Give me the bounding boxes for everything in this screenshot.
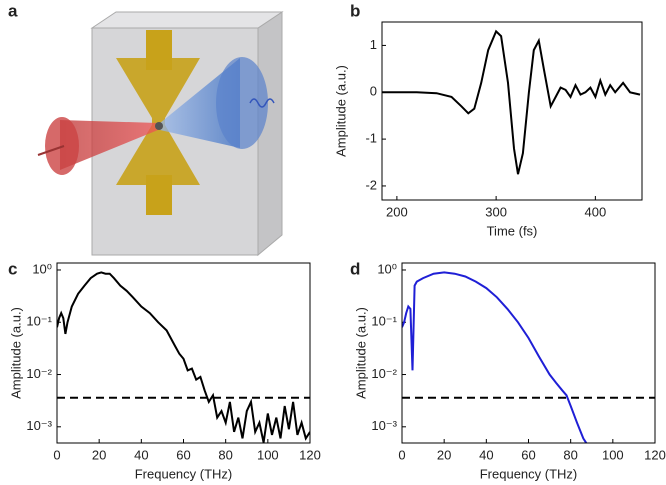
y-axis-label: Amplitude (a.u.) bbox=[333, 65, 348, 157]
y-tick-label: 10⁻³ bbox=[371, 418, 397, 433]
panel-label: d bbox=[350, 259, 360, 278]
data-line bbox=[402, 271, 588, 443]
x-tick-label: 60 bbox=[521, 447, 535, 462]
plot-frame bbox=[56, 262, 311, 444]
x-tick-label: 20 bbox=[92, 447, 106, 462]
x-axis-label: Frequency (THz) bbox=[480, 466, 578, 481]
y-tick-label: 10⁻¹ bbox=[371, 314, 397, 329]
y-tick-label: -1 bbox=[365, 131, 377, 146]
x-tick-label: 20 bbox=[437, 447, 451, 462]
panel-label: c bbox=[8, 259, 17, 278]
y-axis-label: Amplitude (a.u.) bbox=[8, 307, 23, 399]
data-line bbox=[382, 29, 641, 175]
x-tick-label: 200 bbox=[386, 204, 408, 219]
y-tick-label: 10⁻³ bbox=[26, 418, 52, 433]
plot-frame bbox=[381, 21, 643, 201]
x-tick-label: 120 bbox=[299, 447, 321, 462]
y-tick-label: -2 bbox=[365, 177, 377, 192]
y-tick-label: 10⁻¹ bbox=[26, 314, 52, 329]
panel-label: a bbox=[8, 1, 18, 20]
y-tick-label: 10⁰ bbox=[32, 261, 52, 276]
x-axis-label: Time (fs) bbox=[487, 223, 538, 238]
y-tick-label: 10⁻² bbox=[26, 366, 52, 381]
x-tick-label: 100 bbox=[602, 447, 624, 462]
x-tick-label: 100 bbox=[257, 447, 279, 462]
y-tick-label: 10⁻² bbox=[371, 366, 397, 381]
x-tick-label: 80 bbox=[563, 447, 577, 462]
x-tick-label: 40 bbox=[134, 447, 148, 462]
x-tick-label: 60 bbox=[176, 447, 190, 462]
panel-label: b bbox=[350, 1, 360, 20]
y-axis-label: Amplitude (a.u.) bbox=[353, 307, 368, 399]
y-tick-label: 10⁰ bbox=[377, 261, 397, 276]
x-tick-label: 400 bbox=[585, 204, 607, 219]
y-tick-label: 1 bbox=[370, 37, 377, 52]
x-tick-label: 0 bbox=[53, 447, 60, 462]
x-tick-label: 0 bbox=[398, 447, 405, 462]
y-tick-label: 0 bbox=[370, 84, 377, 99]
x-tick-label: 120 bbox=[644, 447, 666, 462]
x-tick-label: 80 bbox=[218, 447, 232, 462]
x-tick-label: 40 bbox=[479, 447, 493, 462]
x-axis-label: Frequency (THz) bbox=[135, 466, 233, 481]
x-tick-label: 300 bbox=[485, 204, 507, 219]
illustration: a bbox=[8, 1, 284, 257]
plot-frame bbox=[401, 262, 656, 444]
data-line bbox=[57, 271, 310, 443]
